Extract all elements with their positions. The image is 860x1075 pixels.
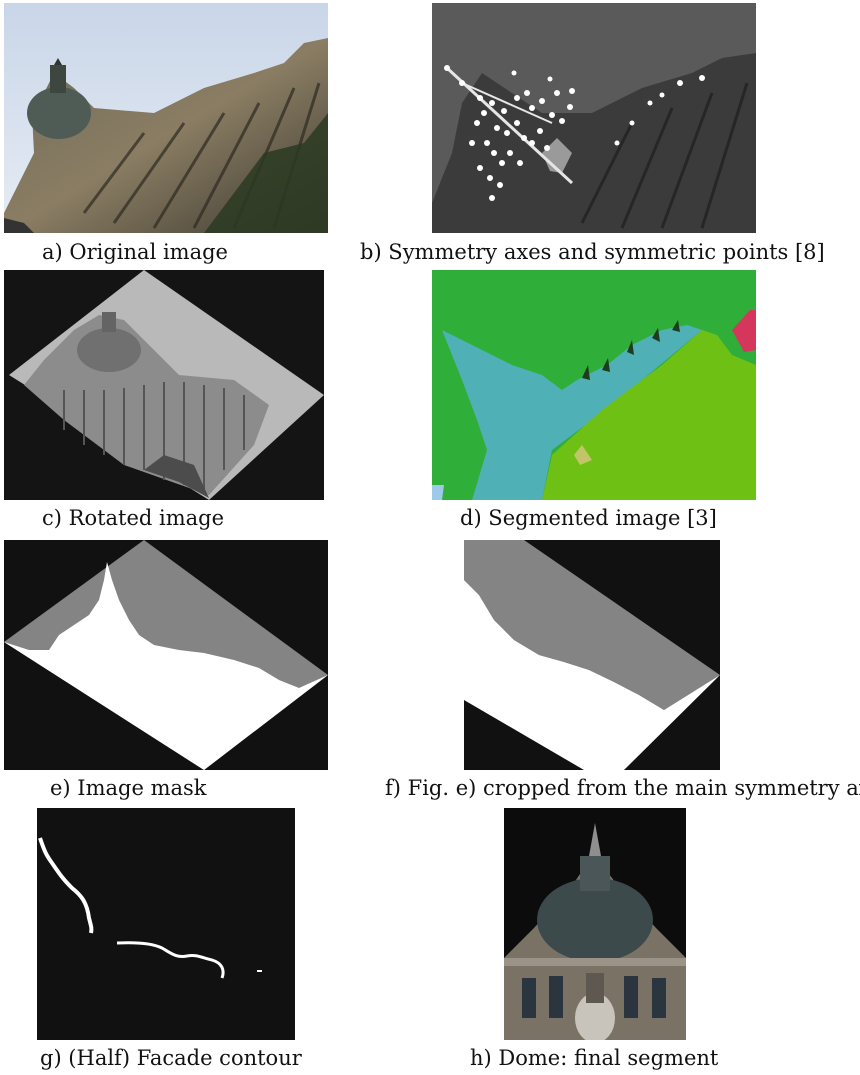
caption-e: e) Image mask <box>50 776 207 800</box>
panel-b-symmetry-axes <box>432 3 756 233</box>
panel-g-facade-contour <box>37 808 295 1040</box>
caption-g: g) (Half) Facade contour <box>40 1046 302 1070</box>
panel-a-original-image <box>4 3 328 233</box>
panel-d-segmented-image <box>432 270 756 500</box>
caption-a: a) Original image <box>42 240 228 264</box>
caption-f: f) Fig. e) cropped from the main symmetr… <box>385 776 860 800</box>
caption-b: b) Symmetry axes and symmetric points [8… <box>360 240 825 264</box>
symmetric-points <box>444 65 705 201</box>
caption-c: c) Rotated image <box>42 506 225 530</box>
panel-c-rotated-image <box>4 270 324 500</box>
panel-f-cropped-mask <box>464 540 720 770</box>
panel-e-image-mask <box>4 540 328 770</box>
caption-h: h) Dome: final segment <box>470 1046 719 1070</box>
panel-h-dome-segment <box>504 808 686 1040</box>
caption-d: d) Segmented image [3] <box>460 506 717 530</box>
